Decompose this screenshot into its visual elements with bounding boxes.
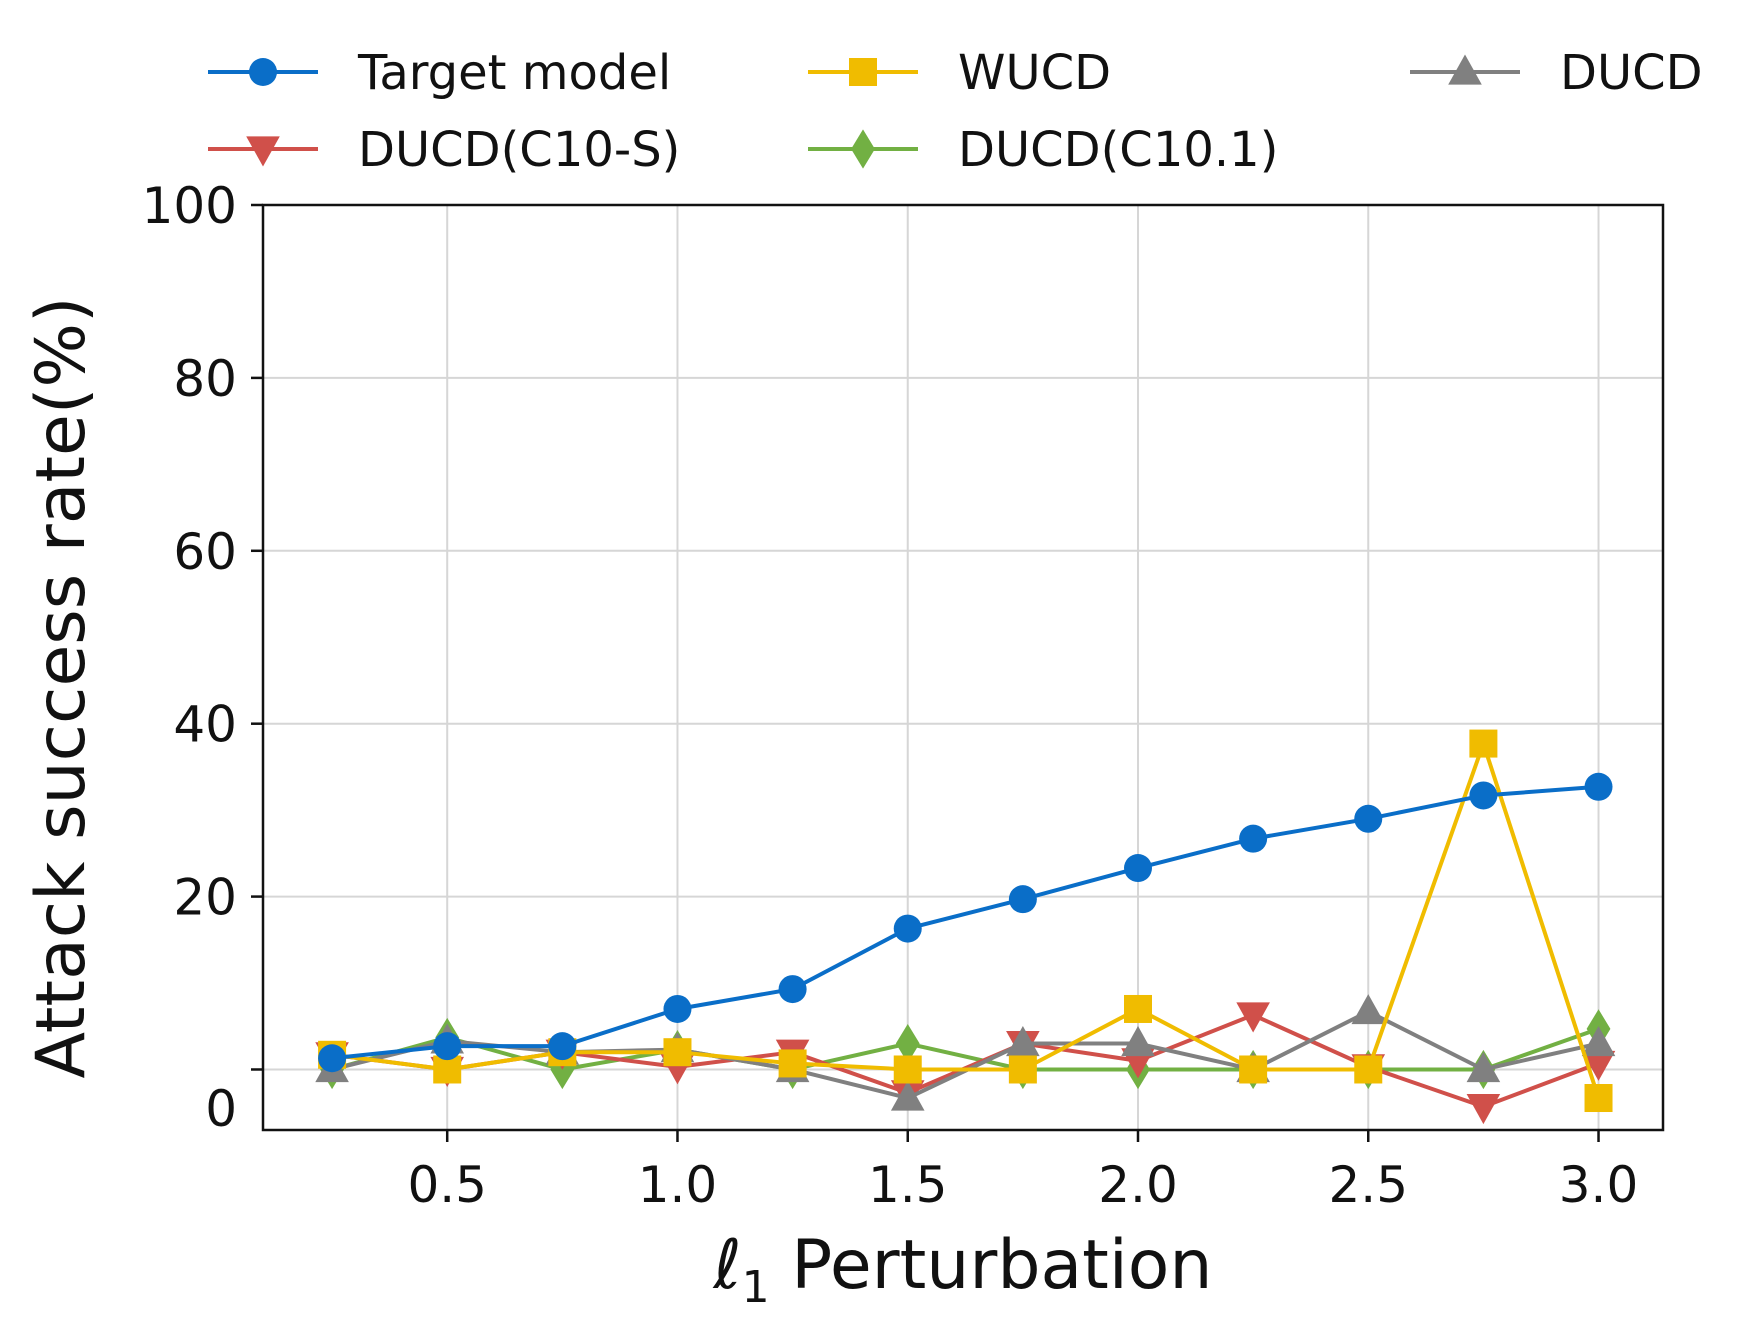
y-tick-label: 20: [173, 869, 237, 927]
data-point-ducd-c10-s: [1581, 1050, 1616, 1081]
data-point-target-model: [663, 994, 692, 1023]
y-tick-label: 40: [173, 696, 237, 754]
legend-marker-ducd: [1448, 54, 1482, 85]
x-tick-label: 0.5: [407, 1156, 487, 1214]
legend-marker-ducd-c10-1: [851, 129, 875, 169]
plot-frame: [261, 203, 1665, 1132]
legend-marker-ducd-c10-s: [246, 136, 280, 167]
series-line-wucd: [331, 741, 1601, 1099]
legend-label-ducd-c10-s: DUCD(C10-S): [358, 122, 680, 178]
data-point-target-model: [893, 914, 922, 943]
x-tick-label: 2.5: [1328, 1156, 1408, 1214]
x-tick-label: 1.5: [868, 1156, 948, 1214]
legend-label-wucd: WUCD: [958, 45, 1111, 101]
x-tick-label: 2.0: [1098, 1156, 1178, 1214]
data-point-target-model: [318, 1044, 347, 1073]
data-point-ducd: [1466, 1051, 1501, 1083]
series-line-ducd-c10-1: [331, 1026, 1600, 1072]
series-layer: [315, 729, 1616, 1125]
legend-label-ducd-c10-1: DUCD(C10.1): [958, 122, 1278, 178]
data-point-ducd: [1121, 1026, 1155, 1057]
legend-marker-target-model: [249, 58, 277, 86]
legend-entry-wucd: WUCD: [808, 45, 1111, 101]
data-point-wucd: [1239, 1055, 1268, 1084]
y-tick-label: 100: [142, 177, 237, 235]
legend-entry-ducd-c10-s: DUCD(C10-S): [208, 122, 680, 178]
data-point-wucd: [1008, 1055, 1037, 1084]
data-point-target-model: [1584, 772, 1613, 801]
x-tick-label: 1.0: [638, 1156, 718, 1214]
legend-marker-wucd: [849, 58, 877, 86]
data-point-target-model: [433, 1032, 462, 1061]
series-line-target-model: [331, 784, 1599, 1061]
data-point-ducd: [1581, 1026, 1616, 1057]
data-point-ducd-c10-s: [1466, 1094, 1501, 1125]
data-point-target-model: [1239, 824, 1268, 853]
data-point-target-model: [1469, 781, 1498, 810]
legend-entry-ducd-c10-1: DUCD(C10.1): [808, 122, 1278, 178]
data-point-ducd: [1351, 994, 1386, 1025]
legend-entry-ducd: DUCD: [1410, 45, 1703, 101]
data-point-ducd-c10-1: [895, 1023, 920, 1064]
legend-entry-target-model: Target model: [208, 45, 671, 101]
data-point-target-model: [778, 975, 807, 1004]
data-point-wucd: [778, 1049, 807, 1078]
legend: Target model DUCD(C10-S) WUCD DUCD(C10.1) DU…: [208, 45, 1703, 178]
data-point-wucd: [1584, 1084, 1613, 1113]
y-tick-label: 80: [173, 350, 237, 408]
data-point-wucd: [433, 1055, 462, 1084]
legend-label-target-model: Target model: [357, 45, 671, 101]
data-point-ducd: [890, 1080, 925, 1111]
data-point-ducd-c10-s: [1236, 1002, 1270, 1033]
data-point-wucd: [1469, 729, 1498, 758]
x-tick-label: 3.0: [1559, 1156, 1639, 1214]
series-wucd: [318, 729, 1613, 1113]
data-point-wucd: [1124, 994, 1152, 1023]
data-point-wucd: [663, 1038, 692, 1067]
data-point-target-model: [1008, 885, 1037, 914]
data-point-wucd: [893, 1055, 922, 1084]
legend-label-ducd: DUCD: [1560, 45, 1703, 101]
grid: [263, 204, 1663, 1130]
y-tick-label: 60: [173, 523, 237, 581]
y-tick-label: 0: [205, 1080, 237, 1138]
data-point-target-model: [1354, 804, 1383, 833]
data-point-wucd: [1354, 1055, 1383, 1084]
series-target-model: [318, 772, 1613, 1073]
y-axis-label: Attack success rate(%): [22, 296, 101, 1078]
ticks: 0.5 1.0 1.5 2.0 2.5 3.0 0 20 40 60 80 100: [142, 177, 1639, 1214]
data-point-target-model: [548, 1032, 577, 1061]
data-point-target-model: [1124, 854, 1152, 883]
x-axis-label: ℓ1 Perturbation: [713, 1226, 1213, 1313]
data-point-ducd: [1006, 1026, 1040, 1057]
